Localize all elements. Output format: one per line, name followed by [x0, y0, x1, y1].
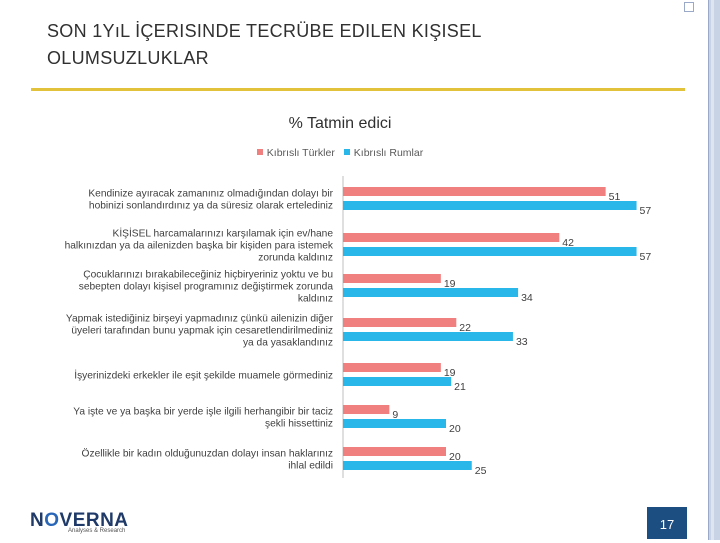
bar-rum: [343, 288, 519, 297]
slide-title: SON 1YıL İÇERISINDE TECRÜBE EDILEN KIŞIS…: [47, 18, 687, 72]
category-label: Özellikle bir kadın olduğunuzdan dolayı …: [82, 447, 333, 471]
page-number: 17: [647, 507, 687, 539]
bar-rum: [343, 332, 513, 341]
data-label-turk: 51: [609, 191, 621, 203]
data-label-turk: 20: [449, 451, 461, 463]
data-label-turk: 22: [459, 322, 471, 334]
data-label-rum: 33: [516, 336, 528, 348]
data-label-rum: 20: [449, 423, 461, 435]
bar-turk: [343, 274, 441, 283]
bar-rum: [343, 419, 446, 428]
slide-title-line2: OLUMSUZLUKLAR: [47, 48, 209, 68]
category-label: Ya işte ve ya başka bir yerde işle ilgil…: [73, 406, 333, 429]
right-border-decoration: [708, 0, 720, 540]
bar-turk: [343, 187, 606, 196]
data-label-turk: 19: [444, 278, 456, 290]
bar-rum: [343, 461, 472, 470]
category-label: Kendinize ayıracak zamanınız olmadığında…: [88, 188, 333, 211]
data-label-turk: 19: [444, 367, 456, 379]
bar-rum: [343, 247, 637, 256]
bar-turk: [343, 318, 457, 327]
bar-chart: Kendinize ayıracak zamanınız olmadığında…: [65, 176, 652, 478]
chart-legend: Kıbrıslı Türkler Kıbrıslı Rumlar: [0, 147, 680, 159]
bar-turk: [343, 447, 446, 456]
legend-swatch-turk: [256, 149, 263, 155]
data-label-rum: 57: [640, 251, 652, 263]
legend-swatch-rum: [343, 149, 350, 155]
slide-title-line1: SON 1YıL İÇERISINDE TECRÜBE EDILEN KIŞIS…: [47, 21, 482, 41]
data-label-rum: 25: [475, 465, 487, 477]
category-label: KİŞİSEL harcamalarınızı karşılamak için …: [65, 226, 334, 263]
bar-turk: [343, 233, 560, 242]
noverna-logo: NOVERNA: [30, 510, 129, 531]
data-label-rum: 21: [454, 381, 466, 393]
bar-turk: [343, 363, 441, 372]
bar-rum: [343, 201, 637, 210]
data-label-rum: 34: [521, 292, 533, 304]
corner-decoration: [684, 2, 694, 12]
legend-item-turk: Kıbrıslı Türkler: [256, 147, 335, 159]
bar-turk: [343, 405, 390, 414]
legend-item-rum: Kıbrıslı Rumlar: [343, 147, 424, 159]
legend-label-rum: Kıbrıslı Rumlar: [353, 147, 424, 159]
category-label: Çocuklarınızı bırakabileceğiniz hiçbirye…: [79, 269, 334, 304]
legend-label-turk: Kıbrıslı Türkler: [266, 147, 335, 159]
data-label-turk: 42: [562, 237, 574, 249]
category-label: İşyerinizdeki erkekler ile eşit şekilde …: [74, 369, 333, 382]
data-label-turk: 9: [392, 409, 398, 421]
logo-subtitle: Analyses & Research: [68, 528, 126, 534]
category-label: Yapmak istediğiniz birşeyi yapmadınız çü…: [66, 313, 334, 348]
data-label-rum: 57: [640, 205, 652, 217]
chart-title: % Tatmin edici: [288, 115, 392, 132]
bar-rum: [343, 377, 452, 386]
title-underline: [31, 88, 685, 91]
